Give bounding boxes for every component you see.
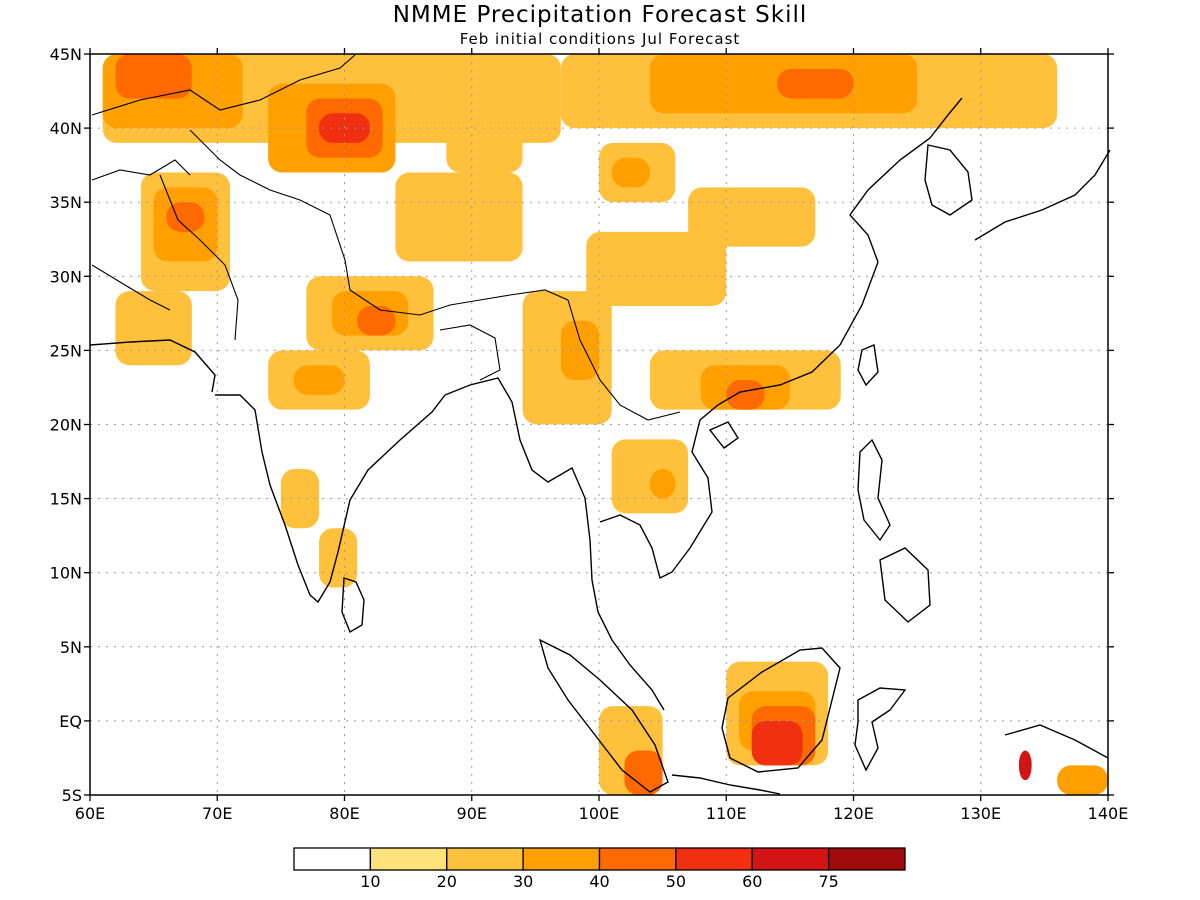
skill-region (777, 68, 854, 99)
lon-tick-label: 110E (706, 804, 747, 823)
coastline-indochina (599, 261, 879, 580)
border-inner (91, 159, 191, 181)
skill-shading-layer (102, 54, 1108, 795)
border-inner (159, 174, 239, 341)
island-sumatra (538, 638, 669, 793)
coastlines (89, 54, 1111, 795)
lon-tick-label: 100E (579, 804, 620, 823)
colorbar-label: 50 (666, 872, 686, 891)
lat-tick-label: 45N (50, 45, 82, 64)
skill-region (688, 187, 816, 247)
colorbar-bin (293, 847, 372, 871)
lon-tick-label: 60E (75, 804, 105, 823)
colorbar-label: 75 (818, 872, 838, 891)
border-inner (439, 324, 501, 381)
skill-region (319, 528, 358, 588)
coastline-japan (974, 149, 1111, 241)
island-sri-lanka (341, 577, 365, 634)
lon-tick-label: 140E (1088, 804, 1129, 823)
skill-region (293, 365, 345, 395)
colorbar-bin (751, 847, 830, 871)
lat-tick-label: 30N (50, 267, 82, 286)
skill-region (115, 54, 192, 99)
coastline-korea (924, 144, 973, 216)
map-subtitle: Feb initial conditions Jul Forecast (460, 30, 741, 48)
skill-region (611, 157, 650, 188)
island-hainan (708, 421, 739, 449)
skill-region (611, 439, 689, 514)
colorbar-label: 40 (589, 872, 609, 891)
skill-region (624, 750, 663, 795)
lat-tick-label: EQ (59, 712, 82, 731)
colorbar-label: 10 (360, 872, 380, 891)
gridlines (90, 54, 1108, 795)
colorbar-bin (446, 847, 524, 871)
lon-tick-label: 80E (329, 804, 359, 823)
colorbar-bin (675, 847, 753, 871)
coastline-china-east (849, 97, 963, 263)
colorbar-label: 30 (513, 872, 533, 891)
lat-tick-label: 35N (50, 193, 82, 212)
lat-tick-label: 15N (50, 490, 82, 509)
lon-tick-label: 90E (457, 804, 487, 823)
skill-region (1018, 750, 1032, 781)
island-new-guinea (1004, 724, 1109, 759)
skill-region (446, 128, 523, 173)
skill-region (1057, 765, 1108, 795)
lon-tick-label: 130E (960, 804, 1001, 823)
skill-region (726, 380, 765, 410)
lon-tick-label: 70E (202, 804, 232, 823)
colorbar-label: 60 (742, 872, 762, 891)
map-title: NMME Precipitation Forecast Skill (393, 2, 808, 28)
colorbar-bin (522, 847, 601, 871)
lat-tick-label: 5N (60, 638, 82, 657)
colorbar-bin (369, 847, 448, 871)
map-frame: 60E 70E 80E 90E 100E 110E 120E 130E 140E 45N 40N 35… (50, 45, 1129, 823)
skill-region (649, 468, 676, 499)
island-taiwan (857, 344, 879, 387)
skill-region (751, 720, 803, 766)
lon-tick-label: 120E (833, 804, 874, 823)
lat-tick-label: 25N (50, 341, 82, 360)
border-inner (189, 129, 569, 316)
island-mindanao (879, 547, 931, 623)
island-sulawesi (854, 687, 907, 772)
island-borneo (721, 647, 841, 773)
lat-tick-label: 10N (50, 564, 82, 583)
border-inner (567, 299, 681, 421)
coastline-india (215, 394, 446, 604)
skill-region (115, 291, 192, 366)
lat-tick-label: 40N (50, 119, 82, 138)
skill-region (319, 113, 370, 143)
skill-region (586, 231, 727, 306)
axis-ticks: 60E 70E 80E 90E 100E 110E 120E 130E 140E 45N 40N 35… (50, 45, 1129, 823)
colorbar-bin (827, 847, 906, 871)
island-java (671, 774, 781, 795)
colorbar: 10 20 30 40 50 60 75 (293, 847, 906, 891)
lat-tick-label: 5S (62, 786, 82, 805)
coastline-pakistan (89, 339, 216, 393)
border-inner (91, 264, 171, 311)
skill-region (395, 172, 523, 262)
colorbar-label: 20 (437, 872, 457, 891)
coastline-myanmar (444, 377, 665, 711)
colorbar-bin (598, 847, 677, 871)
lat-tick-label: 20N (50, 416, 82, 435)
skill-region (166, 202, 205, 232)
skill-region (357, 305, 396, 336)
border-inner (91, 54, 356, 116)
island-luzon (857, 438, 891, 542)
